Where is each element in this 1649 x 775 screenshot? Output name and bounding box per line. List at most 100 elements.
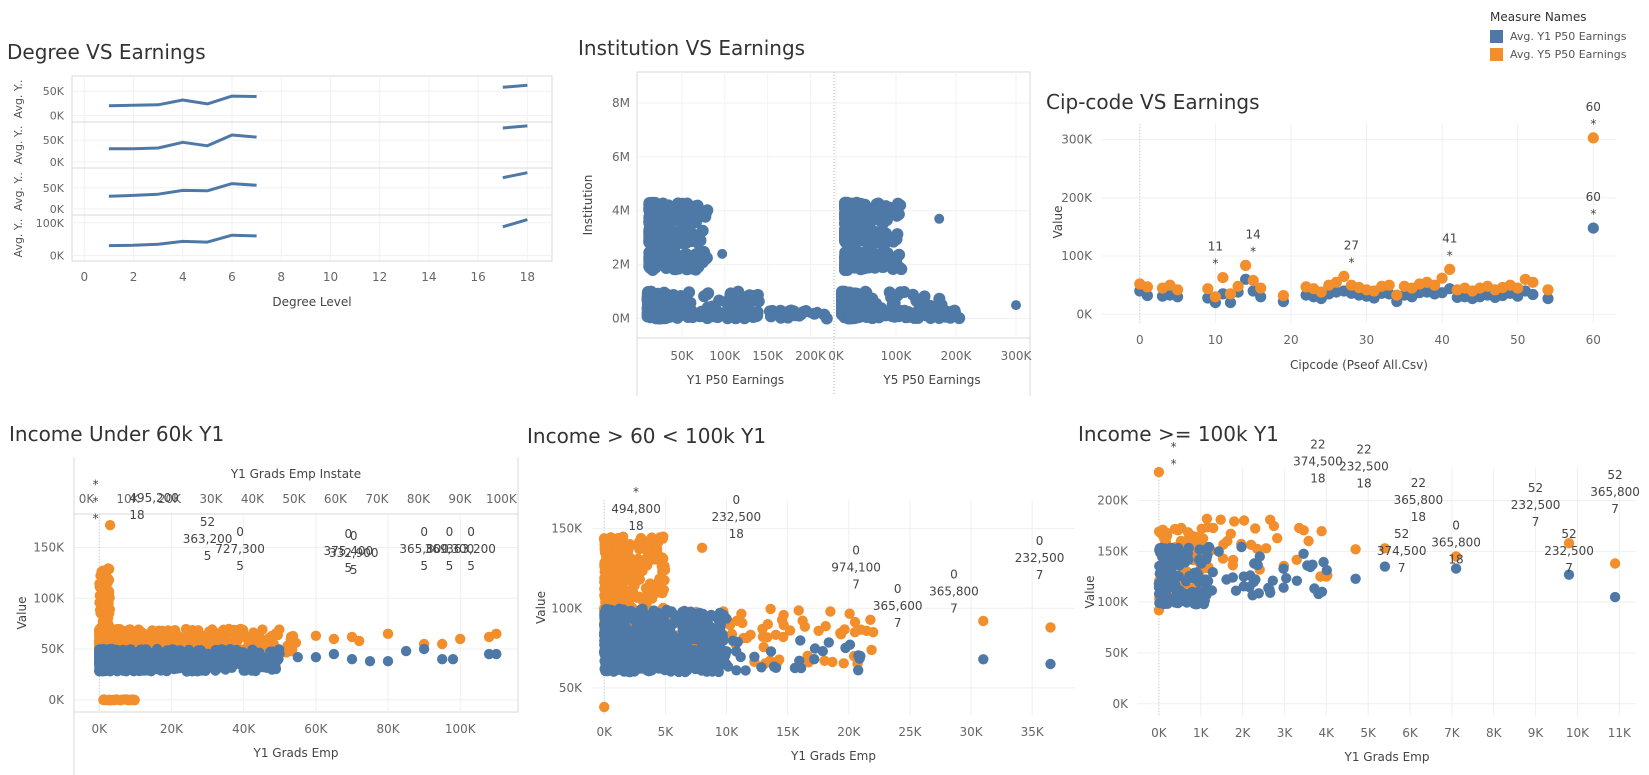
mid-point-y5[interactable]: [659, 575, 670, 586]
cip-point-y5[interactable]: [1512, 282, 1524, 294]
cip-point-y5[interactable]: [1255, 282, 1267, 294]
over100-point-y5[interactable]: [1450, 551, 1462, 562]
under60-point-y5[interactable]: [98, 694, 110, 705]
measure-legend[interactable]: Measure Names Avg. Y1 P50 Earnings Avg. …: [1490, 10, 1649, 62]
mid-point-y5[interactable]: [644, 535, 655, 547]
over100-point-y1[interactable]: [1254, 551, 1266, 562]
institution-point[interactable]: [679, 307, 692, 320]
under60-point-y5[interactable]: [218, 624, 229, 635]
over100-point-y5[interactable]: [1202, 522, 1213, 533]
mid-point-y1[interactable]: [599, 647, 610, 659]
mid-point-y1[interactable]: [731, 665, 742, 676]
mid-point-y1[interactable]: [702, 627, 713, 639]
over100-point-y1[interactable]: [1318, 556, 1329, 568]
cip-point-y5[interactable]: [1429, 279, 1441, 291]
mid-point-y1[interactable]: [713, 656, 725, 667]
under60-point-y5[interactable]: [328, 633, 340, 645]
under60-point-y1[interactable]: [207, 657, 219, 668]
over100-point-y1[interactable]: [1176, 551, 1187, 563]
mid-point-y1[interactable]: [648, 623, 659, 634]
mid-point-y1[interactable]: [623, 657, 635, 668]
degree-series-line[interactable]: [502, 83, 528, 89]
under60-point-y1[interactable]: [216, 648, 228, 660]
institution-point[interactable]: [1011, 300, 1021, 311]
mid-point-y5[interactable]: [838, 658, 849, 669]
institution-point[interactable]: [660, 211, 673, 224]
mid-point-y1[interactable]: [610, 651, 622, 662]
institution-point[interactable]: [686, 262, 699, 275]
under60-point-y5[interactable]: [437, 638, 448, 650]
over100-point-y1[interactable]: [1169, 595, 1180, 607]
cip-point-y1[interactable]: [1141, 290, 1153, 302]
institution-point[interactable]: [868, 252, 881, 265]
degree-series-line[interactable]: [502, 218, 528, 229]
under60-point-y5[interactable]: [220, 635, 232, 646]
cip-point-y5[interactable]: [1172, 284, 1184, 296]
over100-point-y5[interactable]: [1379, 543, 1391, 554]
mid-point-y1[interactable]: [667, 629, 678, 641]
over100-point-y1[interactable]: [1247, 590, 1258, 601]
over100-point-y5[interactable]: [1563, 538, 1575, 549]
over100-point-y5[interactable]: [1182, 527, 1194, 538]
mid-point-y1[interactable]: [652, 607, 663, 619]
legend-item-y5[interactable]: Avg. Y5 P50 Earnings: [1490, 45, 1649, 62]
over100-point-y1[interactable]: [1291, 575, 1303, 586]
under60-point-y1[interactable]: [483, 648, 495, 660]
mid-point-y1[interactable]: [677, 649, 688, 660]
over100-point-y1[interactable]: [1221, 574, 1232, 585]
over100-point-y1[interactable]: [1248, 576, 1259, 588]
over100-point-y1[interactable]: [1173, 571, 1184, 582]
under60-point-y1[interactable]: [266, 664, 278, 675]
degree-series-line[interactable]: [502, 124, 528, 130]
over100-point-y1[interactable]: [1238, 581, 1250, 592]
under60-point-y5[interactable]: [94, 581, 106, 593]
mid-point-y1[interactable]: [770, 662, 782, 673]
over100-point-y5[interactable]: [1227, 554, 1239, 566]
over100-point-y1[interactable]: [1252, 559, 1263, 571]
over100-point-y1[interactable]: [1278, 563, 1289, 574]
over100-point-y5[interactable]: [1291, 554, 1302, 565]
mid-point-y1[interactable]: [599, 630, 610, 641]
institution-point[interactable]: [653, 304, 666, 317]
mid-point-y1[interactable]: [696, 643, 707, 654]
mid-point-y1[interactable]: [727, 635, 739, 646]
institution-point[interactable]: [812, 306, 823, 317]
mid-point-y5[interactable]: [849, 627, 861, 638]
cip-point-y1[interactable]: [1255, 291, 1267, 303]
mid-point-y1[interactable]: [809, 643, 821, 654]
mid-point-y5[interactable]: [650, 587, 662, 598]
over100-point-y1[interactable]: [1201, 545, 1213, 556]
mid-point-y5[interactable]: [618, 595, 629, 606]
institution-point[interactable]: [951, 308, 961, 319]
cip-point-y5[interactable]: [1587, 132, 1599, 144]
under60-point-y1[interactable]: [162, 658, 174, 669]
under60-point-y1[interactable]: [160, 647, 172, 658]
cip-point-y5[interactable]: [1315, 286, 1327, 298]
under60-point-y1[interactable]: [364, 656, 376, 667]
mid-point-y5[interactable]: [819, 655, 830, 666]
over100-point-y1[interactable]: [1159, 555, 1171, 566]
under60-point-y5[interactable]: [104, 520, 116, 531]
over100-point-y1[interactable]: [1207, 567, 1219, 578]
under60-point-y5[interactable]: [129, 695, 140, 706]
under60-point-y1[interactable]: [103, 644, 115, 655]
mid-point-y1[interactable]: [643, 659, 654, 670]
mid-point-y1[interactable]: [731, 646, 742, 657]
mid-point-y1[interactable]: [702, 653, 713, 664]
institution-point[interactable]: [860, 307, 873, 320]
under60-point-y1[interactable]: [491, 648, 502, 660]
under60-point-y1[interactable]: [437, 654, 448, 665]
mid-point-y5[interactable]: [765, 603, 776, 615]
over100-point-y1[interactable]: [1178, 590, 1189, 601]
institution-point[interactable]: [717, 248, 728, 259]
mid-point-y5[interactable]: [616, 581, 627, 593]
mid-point-y1[interactable]: [844, 639, 856, 650]
institution-point[interactable]: [844, 304, 857, 317]
mid-point-y1[interactable]: [708, 636, 720, 648]
mid-point-y5[interactable]: [849, 616, 861, 628]
under60-point-y5[interactable]: [103, 574, 115, 586]
mid-point-y1[interactable]: [740, 665, 751, 676]
mid-point-y5[interactable]: [638, 555, 649, 567]
under60-point-y5[interactable]: [103, 563, 114, 574]
institution-point[interactable]: [646, 196, 659, 209]
